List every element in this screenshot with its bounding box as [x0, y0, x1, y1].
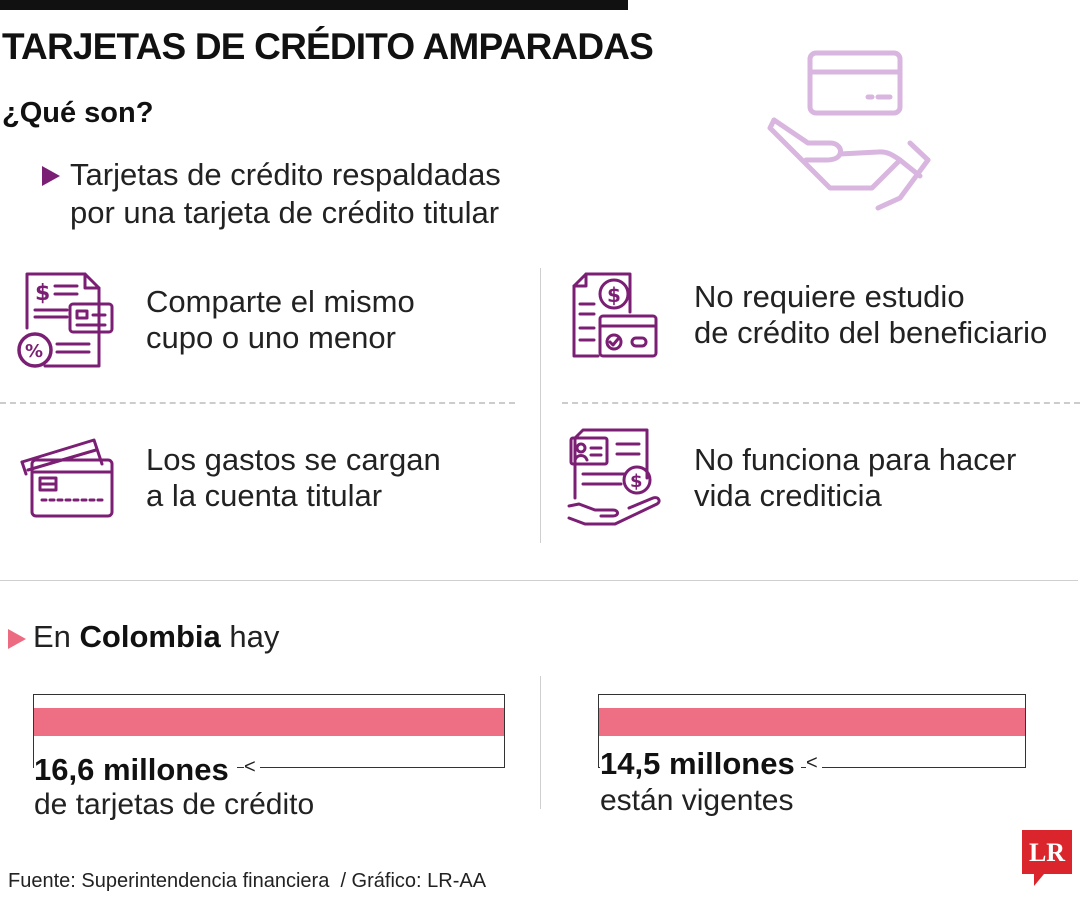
- colombia-suffix: hay: [220, 619, 280, 654]
- document-card-dollar-icon: $: [572, 272, 658, 358]
- hand-holding-card-icon: [767, 50, 931, 211]
- svg-text:$: $: [35, 281, 50, 306]
- stat-bar-fill: [34, 708, 504, 736]
- section-subtitle: ¿Qué son?: [2, 97, 154, 129]
- svg-text:$: $: [630, 471, 643, 492]
- lr-logo: [1022, 830, 1072, 886]
- feature-text: No funciona para hacer vida crediticia: [694, 442, 1017, 513]
- row-separator: [562, 402, 1080, 404]
- stats-separator: [540, 676, 541, 809]
- bullet-triangle-icon: [8, 629, 26, 649]
- id-document-hand-icon: $: [567, 428, 661, 526]
- stat-bar-frame: [33, 694, 505, 768]
- arrow-left-icon: <: [806, 752, 822, 775]
- receipt-card-percent-icon: $ %: [17, 272, 114, 368]
- top-rule: [0, 0, 628, 10]
- stat-bar-fill: [599, 708, 1025, 736]
- svg-text:%: %: [25, 341, 43, 362]
- stat-value: 14,5 millones: [600, 746, 801, 782]
- colombia-prefix: En: [33, 619, 80, 654]
- section-divider: [0, 580, 1078, 581]
- page-title: TARJETAS DE CRÉDITO AMPARADAS: [2, 26, 654, 67]
- lr-logo-text: LR: [1028, 838, 1066, 867]
- stat-label: están vigentes: [600, 784, 794, 817]
- row-separator: [0, 402, 515, 404]
- colombia-country: Colombia: [79, 619, 221, 654]
- arrow-left-icon: <: [244, 756, 260, 779]
- bullet-triangle-icon: [42, 166, 60, 186]
- column-separator: [540, 268, 541, 543]
- definition-text: Tarjetas de crédito respaldadas por una …: [70, 157, 501, 230]
- stat-value: 16,6 millones: [34, 752, 237, 788]
- credit-cards-icon: [20, 438, 114, 518]
- colombia-heading: En Colombia hay: [33, 619, 279, 655]
- svg-text:$: $: [607, 283, 621, 307]
- feature-text: No requiere estudio de crédito del benef…: [694, 279, 1048, 350]
- source-credit: Fuente: Superintendencia financiera / Gr…: [8, 870, 487, 892]
- feature-text: Comparte el mismo cupo o uno menor: [146, 284, 415, 355]
- feature-text: Los gastos se cargan a la cuenta titular: [146, 442, 441, 513]
- stat-label: de tarjetas de crédito: [34, 788, 315, 821]
